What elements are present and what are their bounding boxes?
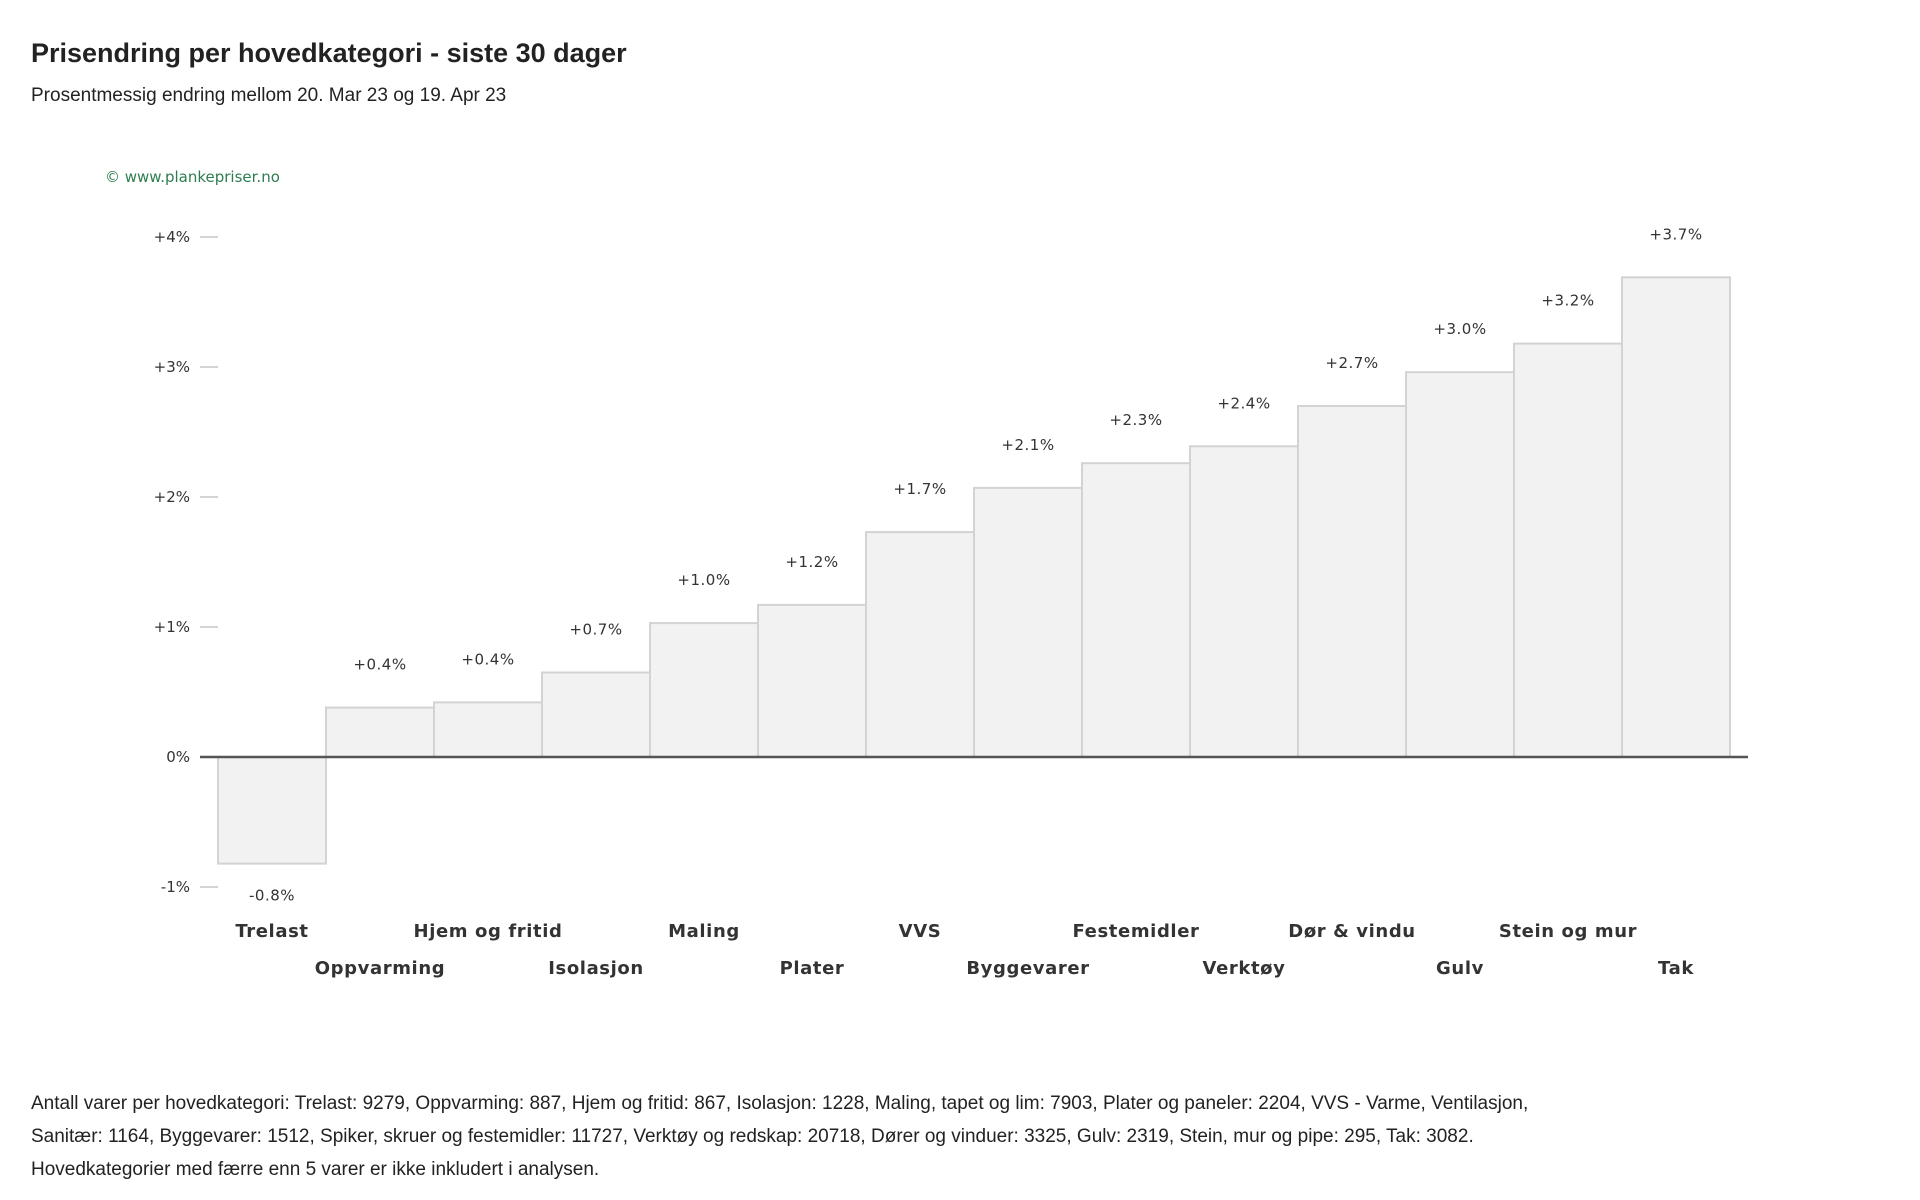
bar-hjem-og-fritid <box>433 701 543 759</box>
y-axis: +4% +3% +2% +1% 0% -1% <box>154 228 218 896</box>
bar-oppvarming <box>325 706 435 758</box>
category-label: Verktøy <box>1203 958 1286 979</box>
bar-value-label: +1.7% <box>893 480 946 498</box>
category-label: Trelast <box>235 921 308 942</box>
bar-dør-vindu <box>1297 405 1407 758</box>
bar-value-label: +0.4% <box>353 656 406 674</box>
y-tick-label: +4% <box>154 228 190 246</box>
bar-stein-og-mur <box>1513 342 1623 758</box>
bar-value-label: +2.7% <box>1325 354 1378 372</box>
bar-trelast <box>217 756 327 865</box>
category-label: Festemidler <box>1073 921 1200 942</box>
bar-value-label: -0.8% <box>249 887 295 905</box>
category-label: Oppvarming <box>315 958 445 979</box>
bar-verktøy <box>1189 445 1299 758</box>
bars-group <box>217 276 1731 865</box>
bar-value-label: +3.0% <box>1433 320 1486 338</box>
bar-festemidler <box>1081 462 1191 758</box>
category-label: Isolasjon <box>548 958 644 979</box>
category-label: Tak <box>1658 958 1694 979</box>
bar-value-label: +2.4% <box>1217 394 1270 412</box>
category-label: Dør & vindu <box>1288 921 1415 942</box>
y-tick-label: -1% <box>161 878 190 896</box>
bar-value-label: +3.2% <box>1541 292 1594 310</box>
category-label: Stein og mur <box>1499 921 1637 942</box>
category-label: Plater <box>780 958 845 979</box>
category-label: Gulv <box>1436 958 1484 979</box>
page-title: Prisendring per hovedkategori - siste 30… <box>31 38 627 68</box>
bar-tak <box>1621 276 1731 758</box>
bar-value-label: +3.7% <box>1649 225 1702 243</box>
bar-value-label: +0.4% <box>461 650 514 668</box>
bar-isolasjon <box>541 671 651 758</box>
category-labels-group: Trelast Oppvarming Hjem og fritid Isolasjon… <box>235 921 1694 979</box>
page-subtitle: Prosentmessig endring mellom 20. Mar 23 … <box>31 85 507 106</box>
y-tick-label: +1% <box>154 618 190 636</box>
bar-value-label: +2.1% <box>1001 436 1054 454</box>
y-tick-label: +3% <box>154 358 190 376</box>
category-label: Byggevarer <box>966 958 1089 979</box>
bar-value-label: +1.2% <box>785 553 838 571</box>
footnote: Antall varer per hovedkategori: Trelast:… <box>31 1087 1601 1186</box>
bar-byggevarer <box>973 486 1083 758</box>
value-labels-group: -0.8% +0.4% +0.4% +0.7% +1.0% +1.2% +1.7% +2.1%… <box>249 225 1702 905</box>
category-label: VVS <box>899 921 942 942</box>
y-tick-label: +2% <box>154 488 190 506</box>
bar-plater <box>757 603 867 759</box>
bar-maling <box>649 622 759 758</box>
y-tick-label: 0% <box>166 748 190 766</box>
category-label: Hjem og fritid <box>414 921 563 942</box>
watermark-text: © www.plankepriser.no <box>105 168 280 186</box>
bar-value-label: +0.7% <box>569 621 622 639</box>
bar-gulv <box>1405 371 1515 758</box>
bar-value-label: +2.3% <box>1109 411 1162 429</box>
item-counts-text: Antall varer per hovedkategori: Trelast:… <box>31 1093 1529 1147</box>
exclusion-note: Hovedkategorier med færre enn 5 varer er… <box>31 1159 600 1180</box>
bar-value-label: +1.0% <box>677 571 730 589</box>
category-label: Maling <box>668 921 740 942</box>
bar-vvs <box>865 531 975 758</box>
